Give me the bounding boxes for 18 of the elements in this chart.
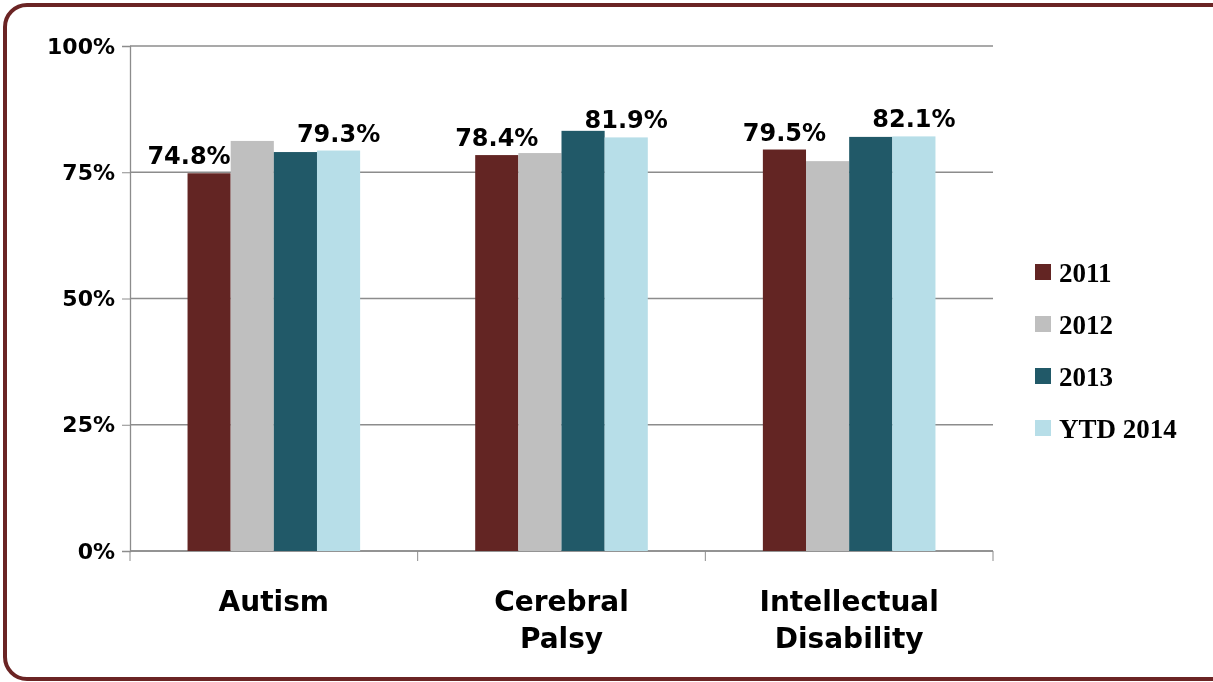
data-label: 79.5% [742,118,827,147]
y-tick-label: 25% [62,412,115,438]
data-label: 82.1% [872,105,956,134]
legend-label: 2011 [1059,258,1112,288]
data-label: 79.3% [296,119,381,148]
data-label: 81.9% [584,106,668,135]
legend-label: 2013 [1059,362,1113,392]
y-tick-label: 100% [47,33,115,59]
data-label: 78.4% [455,124,539,153]
x-tick-label: Intellectual Disability [759,585,939,655]
y-tick-label: 50% [62,286,115,312]
legend-label: 2012 [1059,310,1113,340]
x-tick-label: Cerebral Palsy [494,585,629,655]
y-tick-label: 75% [62,159,115,185]
data-label: 74.8% [147,142,231,171]
y-tick-label: 0% [77,538,115,564]
x-tick-label: Autism [218,585,330,618]
legend-label: YTD 2014 [1059,414,1177,444]
